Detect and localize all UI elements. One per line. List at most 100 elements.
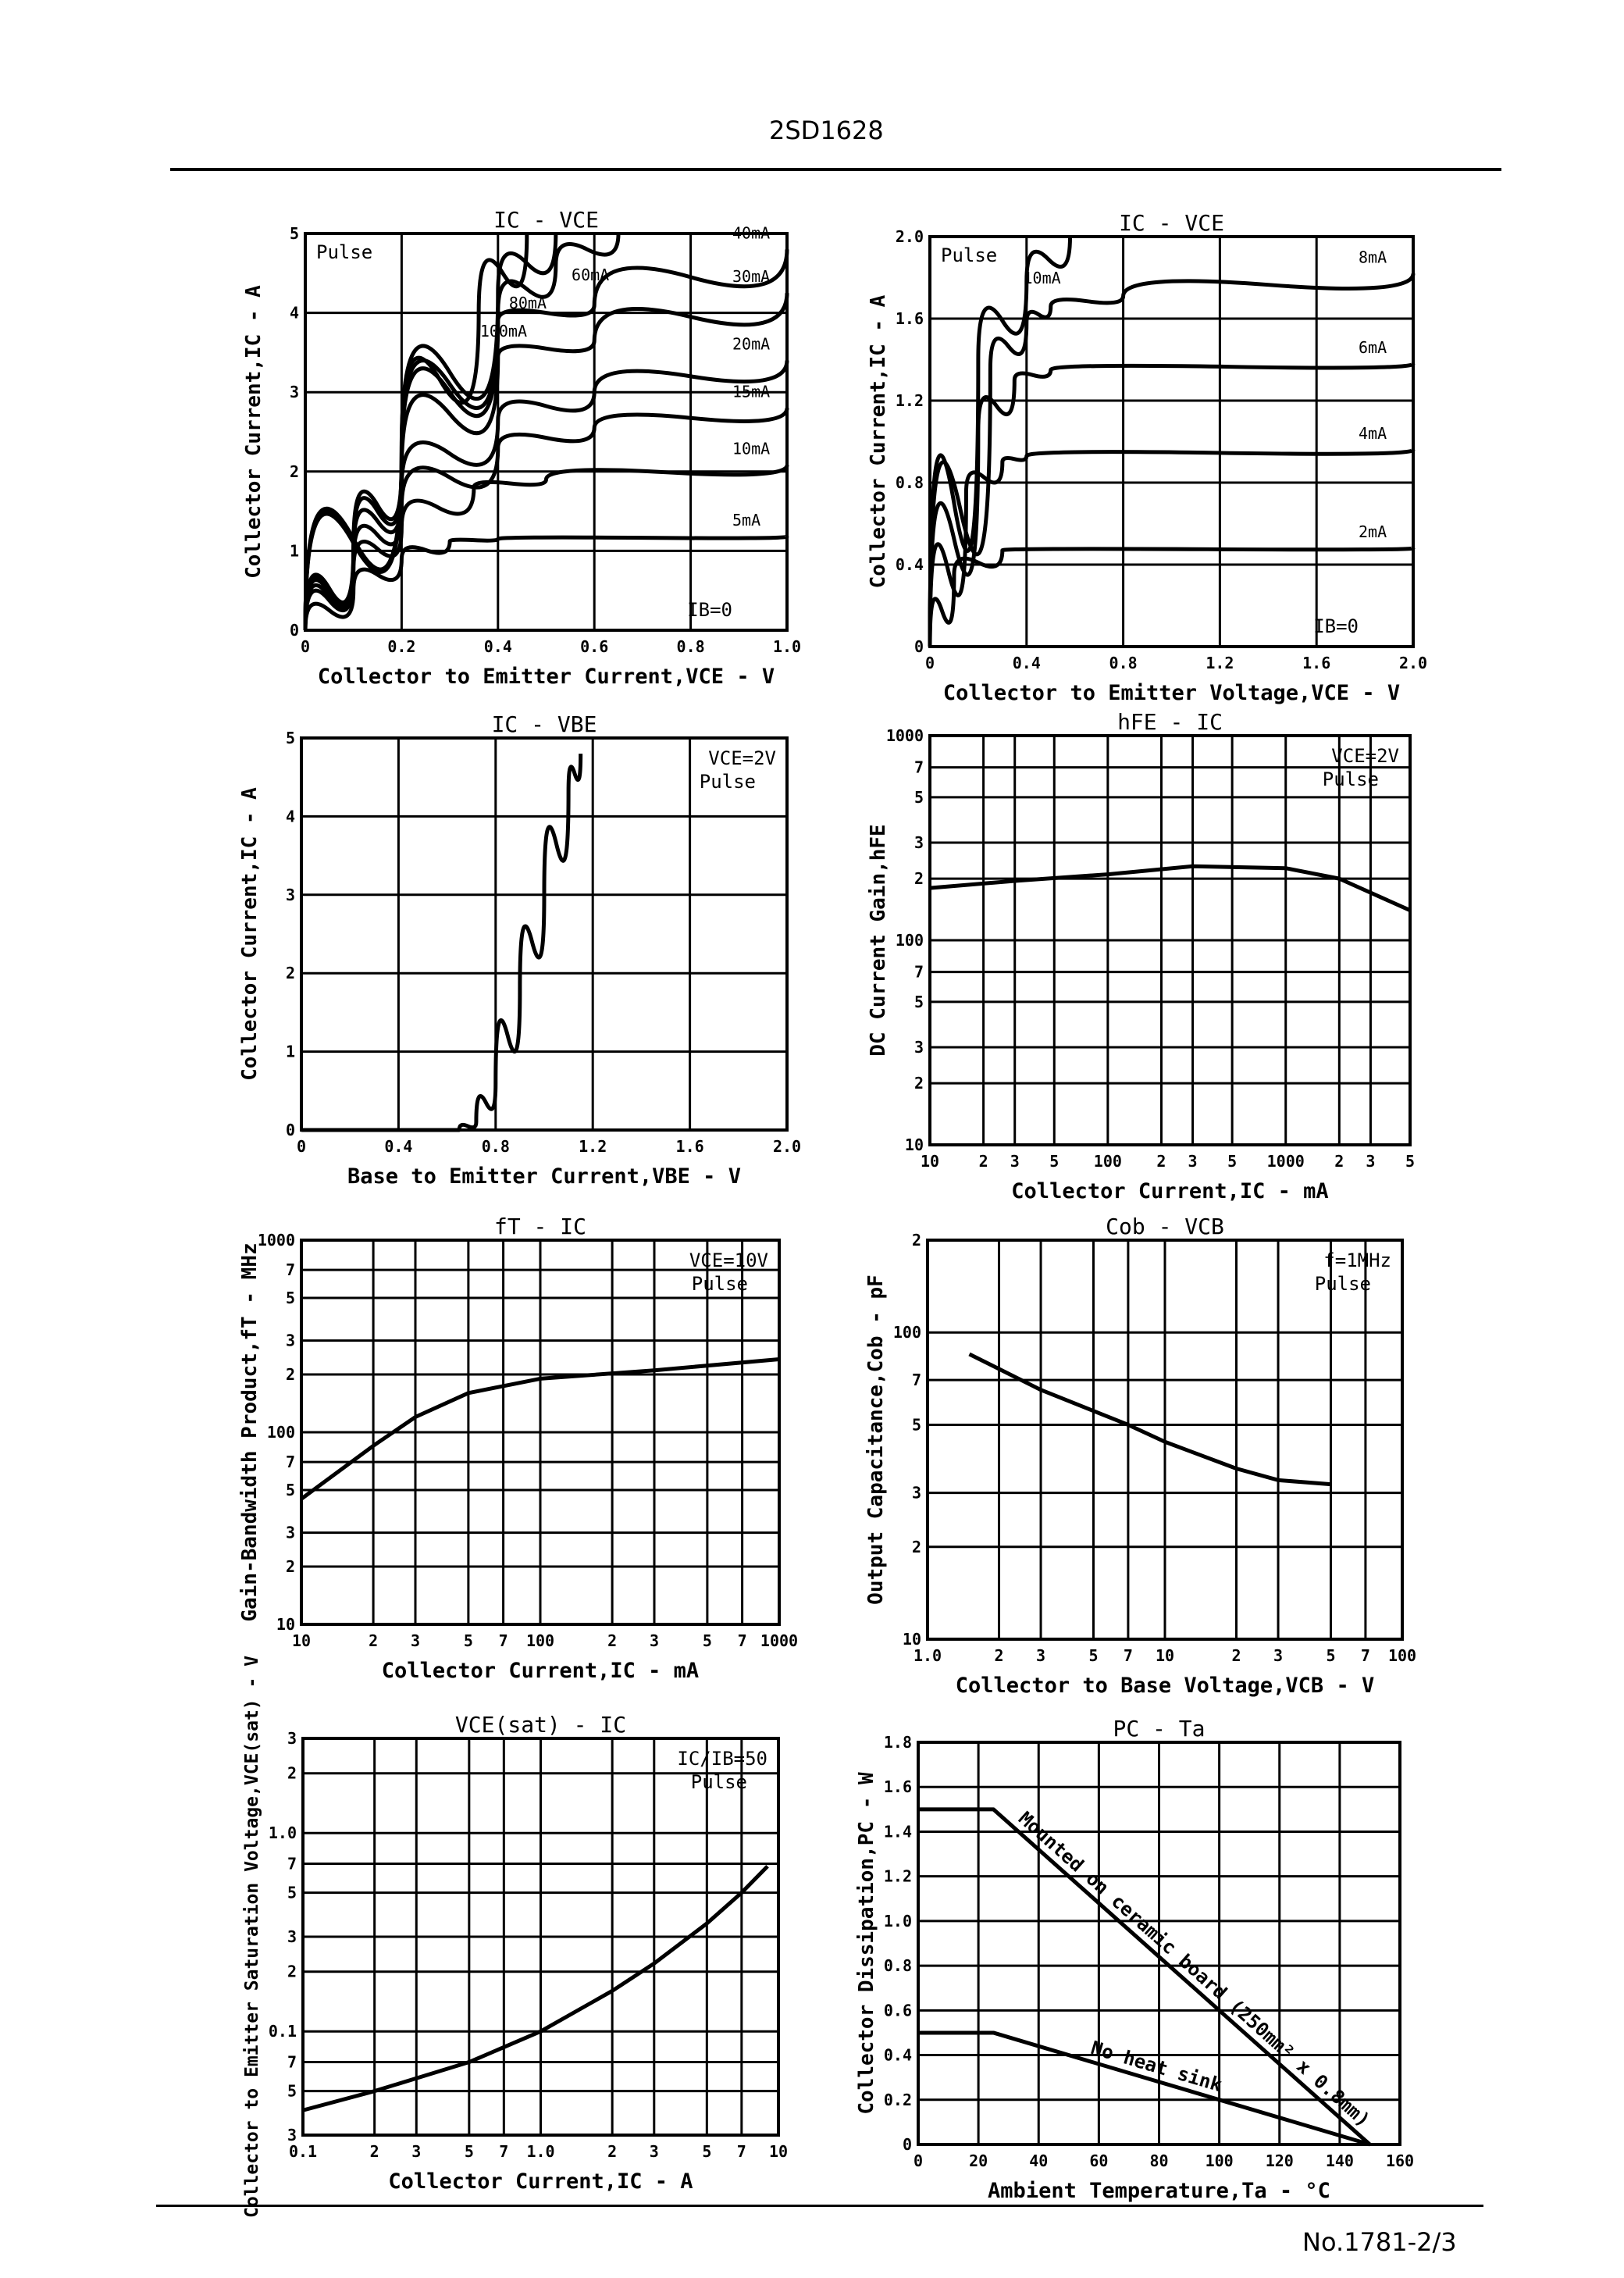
chart-0: 0 0.2 0.4 0.6 0.8 1.0 0 1 2 3 4 5 IC - VCE Collector … <box>242 207 801 689</box>
x-tick-label: 3 <box>1273 1646 1283 1665</box>
chart-3: 10 2 3 5 100 2 3 5 1000 2 3 5 10 2 3 5 7 100 2 3 5 7 1000 hFE -… <box>867 709 1415 1203</box>
x-tick-label: 3 <box>1036 1646 1045 1665</box>
x-tick-label: 7 <box>499 1631 508 1650</box>
series-line-4 <box>928 236 1073 647</box>
y-axis-label: Collector Current,IC - A <box>238 787 262 1081</box>
x-tick-label: 1.2 <box>1206 654 1234 672</box>
chart-annotation: IB=0 <box>1313 615 1359 637</box>
x-tick-label: 0.2 <box>387 637 415 656</box>
y-tick-label: 5 <box>286 1481 295 1499</box>
series-label: 100mA <box>480 322 527 340</box>
x-tick-label: 3 <box>650 2142 659 2161</box>
series-line-0 <box>968 1352 1331 1487</box>
chart-annotation: Pulse <box>1323 768 1379 790</box>
series-label: 2mA <box>1359 522 1387 541</box>
y-axis-label: Collector Current,IC - A <box>867 294 890 588</box>
chart-annotation: Pulse <box>691 1771 747 1793</box>
x-tick-label: 5 <box>1405 1152 1415 1171</box>
plot-frame <box>304 232 789 632</box>
y-tick-label: 2 <box>286 1557 295 1576</box>
chart-annotation: VCE=10V <box>689 1250 768 1271</box>
chart-annotation: Pulse <box>316 241 372 263</box>
x-tick-label: 3 <box>411 2142 421 2161</box>
x-tick-label: 5 <box>702 2142 711 2161</box>
y-tick-label: 1.6 <box>896 309 924 328</box>
y-tick-label: 3 <box>914 833 924 852</box>
x-tick-label: 1.2 <box>579 1137 607 1156</box>
y-tick-label: 7 <box>914 758 924 777</box>
x-tick-label: 2 <box>994 1646 1003 1665</box>
x-tick-label: 0 <box>297 1137 306 1156</box>
series-label: 60mA <box>572 266 609 284</box>
x-tick-label: 1.6 <box>676 1137 704 1156</box>
x-tick-label: 2.0 <box>773 1137 801 1156</box>
x-tick-label: 0 <box>301 637 310 656</box>
x-tick-label: 5 <box>1088 1646 1098 1665</box>
chart-annotation: IB=0 <box>687 599 732 621</box>
x-tick-label: 1000 <box>1267 1152 1305 1171</box>
y-axis-label: Collector Current,IC - A <box>242 285 265 579</box>
y-tick-label: 0.8 <box>884 1956 912 1975</box>
plot-frame <box>928 734 1412 1146</box>
y-tick-label: 7 <box>914 963 924 982</box>
x-tick-label: 2.0 <box>1399 654 1427 672</box>
x-tick-label: 10 <box>769 2142 788 2161</box>
x-tick-label: 0 <box>914 2151 923 2170</box>
x-tick-label: 0.4 <box>1013 654 1041 672</box>
series-line-1 <box>928 447 1416 647</box>
y-tick-label: 4 <box>290 304 299 323</box>
y-tick-label: 7 <box>286 1453 295 1471</box>
x-tick-label: 2 <box>1334 1152 1344 1171</box>
y-tick-label: 0.4 <box>896 555 924 574</box>
series-line-0 <box>928 546 1416 647</box>
y-tick-label: 2 <box>287 1764 297 1783</box>
series-line-3 <box>303 360 789 631</box>
x-tick-label: 20 <box>969 2151 988 2170</box>
y-tick-label: 2 <box>287 1963 297 1981</box>
series-label: 10mA <box>1024 269 1061 287</box>
x-tick-label: 3 <box>650 1631 659 1650</box>
x-axis-label: Ambient Temperature,Ta - °C <box>988 2179 1330 2203</box>
y-axis-label: Output Capacitance,Cob - pF <box>864 1274 888 1605</box>
x-tick-label: 2 <box>607 2142 617 2161</box>
x-tick-label: 1000 <box>760 1631 798 1650</box>
chart-annotation: Pulse <box>941 244 997 266</box>
y-tick-label: 1.0 <box>884 1912 912 1930</box>
series-label: 4mA <box>1359 424 1387 443</box>
x-tick-label: 5 <box>703 1631 712 1650</box>
y-tick-label: 7 <box>287 1855 297 1873</box>
chart-annotation: f=1MHz <box>1323 1250 1391 1271</box>
y-tick-label: 100 <box>896 931 924 950</box>
x-tick-label: 7 <box>499 2142 508 2161</box>
x-tick-label: 100 <box>1206 2151 1234 2170</box>
chart-annotation: Pulse <box>700 771 756 793</box>
y-tick-label: 3 <box>287 1729 297 1748</box>
chart-title: hFE - IC <box>1117 709 1223 735</box>
y-tick-label: 0.8 <box>896 473 924 492</box>
chart-annotation: VCE=2V <box>708 747 776 769</box>
y-axis-label: DC Current Gain,hFE <box>867 824 890 1056</box>
x-tick-label: 120 <box>1266 2151 1294 2170</box>
chart-annotation: VCE=2V <box>1331 745 1399 767</box>
chart-title: fT - IC <box>494 1214 586 1239</box>
x-tick-label: 3 <box>411 1631 420 1650</box>
y-tick-label: 1.2 <box>884 1867 912 1886</box>
y-tick-label: 100 <box>267 1423 295 1442</box>
y-tick-label: 0 <box>290 621 299 640</box>
series-line-0 <box>300 1356 780 1501</box>
x-tick-label: 2 <box>1156 1152 1166 1171</box>
page-number: No.1781-2/3 <box>1302 2227 1457 2257</box>
y-tick-label: 3 <box>912 1484 921 1503</box>
x-tick-label: 0.6 <box>580 637 608 656</box>
x-tick-label: 100 <box>1388 1646 1416 1665</box>
x-tick-label: 100 <box>1094 1152 1122 1171</box>
series-line-2 <box>928 362 1416 647</box>
y-tick-label: 1 <box>286 1043 295 1061</box>
chart-7: 0 20 40 60 80 100 120 140 160 0 0.2 0.4 0.6 0.8 1.0 1.2… <box>855 1716 1414 2203</box>
y-tick-label: 2 <box>912 1538 921 1556</box>
x-tick-label: 0.4 <box>484 637 512 656</box>
series-label: 40mA <box>732 223 770 242</box>
y-tick-label: 7 <box>912 1371 921 1389</box>
y-tick-label: 3 <box>290 383 299 401</box>
